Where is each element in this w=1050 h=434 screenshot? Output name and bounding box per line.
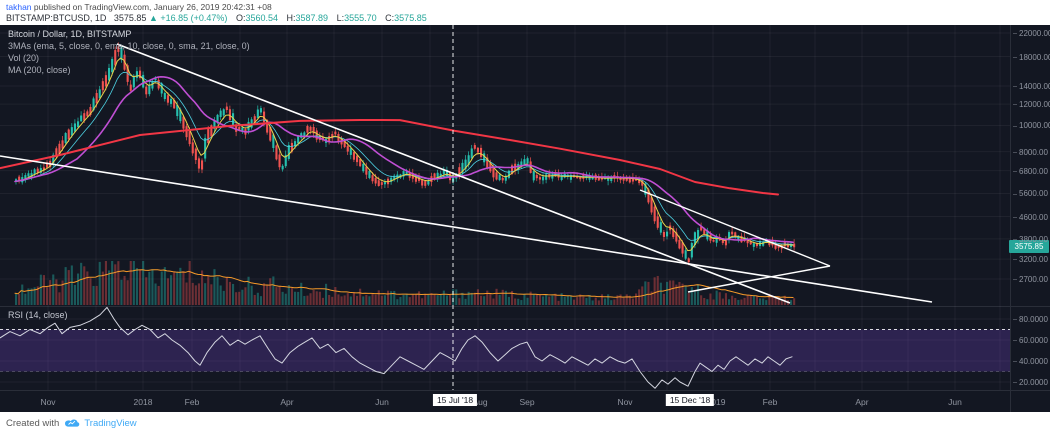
header: takhan published on TradingView.com, Jan… (0, 0, 1050, 25)
time-axis: Nov 2018 Feb Apr Jun 15 Jul '18 Aug Sep Nov 15 De… (0, 390, 1050, 413)
pane-divider (0, 306, 1050, 307)
time-tick-label: Aug (472, 397, 488, 407)
axis-tick-label: 80.0000 (1013, 315, 1048, 324)
legend-ma200: MA (200, close) (8, 65, 71, 75)
time-tick-label: Nov (40, 397, 56, 407)
time-tick-label: Feb (762, 397, 778, 407)
chart-region: Bitcoin / Dollar, 1D, BITSTAMP 3MAs (ema… (0, 25, 1050, 412)
axis-tick-label: 5600.00 (1013, 189, 1048, 198)
time-tick-label: Jun (375, 397, 389, 407)
time-tick-label: 2018 (133, 397, 153, 407)
close-value: 3575.85 (394, 13, 427, 23)
axis-tick-label: 3200.00 (1013, 255, 1048, 264)
axis-tick-label: 4600.00 (1013, 213, 1048, 222)
price-change: +16.85 (+0.47%) (160, 13, 228, 23)
time-tick-label: Sep (519, 397, 535, 407)
axis-tick-label: 14000.00 (1013, 82, 1050, 91)
time-tick-label: Feb (184, 397, 200, 407)
time-tick-label: Jun (948, 397, 962, 407)
axis-tick-label: 22000.00 (1013, 29, 1050, 38)
open-value: 3560.54 (245, 13, 279, 23)
up-arrow-icon: ▲ (148, 13, 158, 23)
close-label: C: (385, 13, 395, 23)
time-tick-label: Nov (617, 397, 633, 407)
axis-tick-label: 40.0000 (1013, 357, 1048, 366)
axis-tick-label: 3800.00 (1013, 235, 1048, 244)
legend-symbol: Bitcoin / Dollar, 1D, BITSTAMP (8, 29, 132, 39)
symbol-line: BITSTAMP:BTCUSD, 1D 3575.85 ▲ +16.85 (+0… (6, 13, 1050, 24)
published-text: published on TradingView.com, January 26… (33, 2, 272, 12)
axis-tick-label: 10000.00 (1013, 121, 1050, 130)
author-link[interactable]: takhan (6, 2, 32, 12)
footer: Created with TradingView (0, 412, 1050, 434)
tradingview-link[interactable]: TradingView (84, 417, 137, 429)
symbol-text: BITSTAMP:BTCUSD, 1D (6, 13, 107, 23)
date-marker-label: 15 Dec '18 (665, 394, 715, 406)
tradingview-logo-icon (65, 419, 80, 427)
axis-tick-label: 2700.00 (1013, 275, 1048, 284)
axis-tick-label: 18000.00 (1013, 53, 1050, 62)
low-label: L: (336, 13, 345, 23)
axis-tick-label: 20.0000 (1013, 378, 1048, 387)
chart-canvas (0, 25, 1010, 390)
publish-line: takhan published on TradingView.com, Jan… (6, 2, 1050, 12)
last-price: 3575.85 (113, 13, 147, 23)
legend-volume: Vol (20) (8, 53, 40, 63)
price-axis: 3575.85 22000.00 18000.00 14000.00 12000.00… (1009, 25, 1050, 412)
axis-tick-label: 12000.00 (1013, 100, 1050, 109)
axis-tick-label: 8000.00 (1013, 148, 1048, 157)
time-tick-label: Apr (855, 397, 869, 407)
axis-tick-label: 60.0000 (1013, 336, 1048, 345)
time-tick-label: 2019 (706, 397, 726, 407)
high-value: 3587.89 (295, 13, 329, 23)
time-tick-label: Apr (280, 397, 294, 407)
legend-3mas: 3MAs (ema, 5, close, 0, ema, 10, close, … (8, 41, 250, 51)
high-label: H: (286, 13, 296, 23)
created-with-text: Created with (6, 417, 60, 429)
main-legend: Bitcoin / Dollar, 1D, BITSTAMP 3MAs (ema… (8, 28, 250, 76)
rsi-legend: RSI (14, close) (8, 310, 68, 320)
low-value: 3555.70 (344, 13, 377, 23)
date-marker-label: 15 Jul '18 (432, 394, 478, 406)
axis-tick-label: 6800.00 (1013, 167, 1048, 176)
open-label: O: (235, 13, 246, 23)
